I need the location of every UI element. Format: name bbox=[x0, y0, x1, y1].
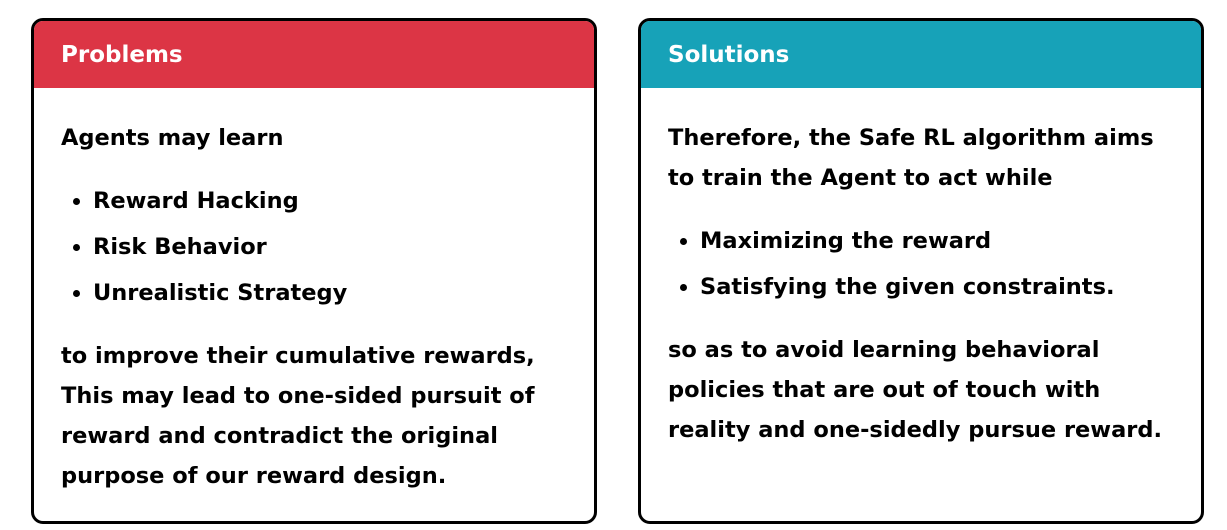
problems-list-item: Unrealistic Strategy bbox=[93, 270, 570, 316]
solutions-intro: Therefore, the Safe RL algorithm aims to… bbox=[668, 118, 1177, 198]
problems-outro: to improve their cumulative rewards, Thi… bbox=[61, 336, 570, 496]
solutions-intro-text-1: Therefore, the bbox=[668, 125, 859, 151]
solutions-card: Solutions Therefore, the Safe RL algorit… bbox=[638, 18, 1204, 524]
problems-outro-text-1: to improve their cumulative rewards, Thi… bbox=[61, 343, 535, 409]
problems-header: Problems bbox=[34, 21, 594, 88]
solutions-title: Solutions bbox=[668, 41, 790, 68]
solutions-outro: so as to avoid learning behavioral polic… bbox=[668, 337, 1163, 443]
solutions-list: Maximizing the reward Satisfying the giv… bbox=[668, 218, 1177, 310]
solutions-list-item: Maximizing the reward bbox=[700, 218, 1177, 264]
problems-list: Reward Hacking Risk Behavior Unrealistic… bbox=[61, 178, 570, 316]
problems-outro-text-3: of our reward design. bbox=[164, 463, 447, 489]
problems-outro-emphasis-2: contradict the original purpose bbox=[61, 423, 498, 489]
problems-outro-emphasis-1: one-sided pursuit of reward bbox=[61, 383, 535, 449]
problems-card: Problems Agents may learn Reward Hacking… bbox=[31, 18, 597, 524]
solutions-list-item: Satisfying the given constraints. bbox=[700, 264, 1177, 310]
solutions-intro-emphasis: Safe RL algorithm aims to bbox=[668, 125, 1154, 191]
problems-list-item: Risk Behavior bbox=[93, 224, 570, 270]
problems-intro: Agents may learn bbox=[61, 125, 284, 151]
problems-list-item: Reward Hacking bbox=[93, 178, 570, 224]
solutions-body: Therefore, the Safe RL algorithm aims to… bbox=[641, 88, 1201, 450]
problems-title: Problems bbox=[61, 41, 183, 68]
solutions-header: Solutions bbox=[641, 21, 1201, 88]
problems-body: Agents may learn Reward Hacking Risk Beh… bbox=[34, 88, 594, 496]
problems-outro-text-2: and bbox=[150, 423, 214, 449]
solutions-intro-text-2: train the Agent to act while bbox=[694, 165, 1053, 191]
